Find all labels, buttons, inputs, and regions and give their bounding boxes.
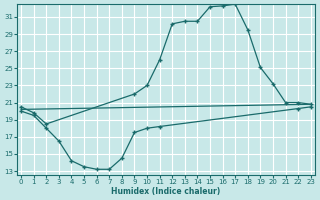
X-axis label: Humidex (Indice chaleur): Humidex (Indice chaleur) [111,187,220,196]
